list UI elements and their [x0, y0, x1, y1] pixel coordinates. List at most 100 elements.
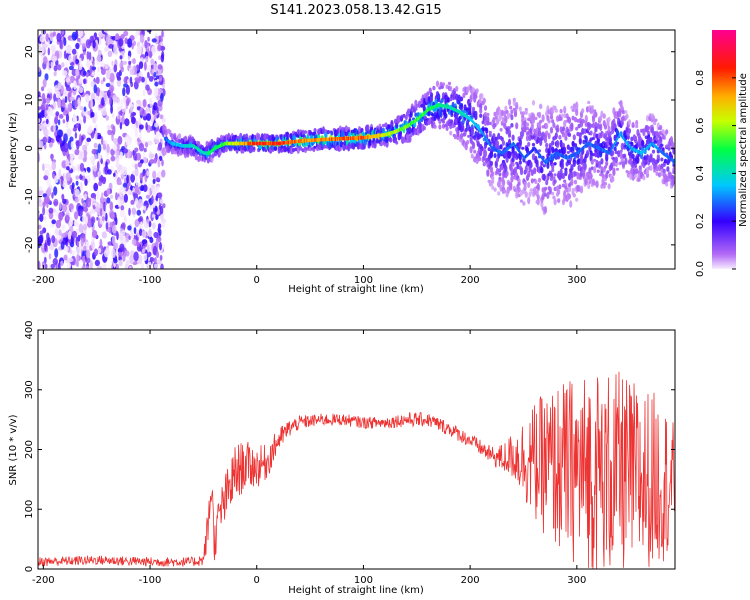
ridge-point [339, 136, 342, 141]
spectrum-cell [563, 113, 567, 119]
noise-cell [133, 251, 139, 262]
noise-cell [111, 225, 117, 234]
ridge-point [640, 151, 643, 155]
spectrum-cell [281, 148, 285, 153]
ridge-point [586, 142, 589, 146]
spectrum-cell [505, 170, 509, 177]
noise-cell [79, 181, 84, 191]
noise-cell [66, 44, 72, 54]
ridge-point [656, 146, 659, 151]
noise-cell [38, 96, 43, 106]
spectrum-cell [534, 179, 538, 184]
spectrum-cell [482, 97, 486, 104]
noise-cell [69, 96, 75, 102]
spectrum-cell [531, 142, 536, 147]
noise-cell [66, 128, 72, 137]
spectrum-cell [572, 134, 576, 141]
noise-cell [50, 263, 56, 269]
ridge-point [233, 141, 236, 146]
spectrum-cell [600, 158, 604, 165]
noise-cell [88, 197, 92, 203]
spectrum-cell [491, 179, 495, 184]
spectrum-cell [468, 103, 472, 111]
spectrum-cell [527, 117, 531, 122]
ridge-point [326, 137, 329, 142]
ridge-point [370, 134, 373, 139]
spectrum-cell [609, 162, 614, 170]
spectrum-cell [323, 144, 327, 149]
ridge-point [404, 125, 407, 129]
noise-cell [158, 204, 162, 211]
spectrum-cell [553, 198, 557, 206]
noise-cell [54, 248, 59, 259]
spectrum-cell [551, 109, 555, 114]
noise-cell [38, 112, 44, 118]
noise-cell [50, 153, 54, 162]
noise-cell [75, 180, 79, 186]
spectrum-cell [606, 121, 610, 127]
ridge-point [250, 141, 253, 146]
ridge-point [175, 142, 178, 147]
spectrum-cell [627, 128, 632, 134]
ridge-point [509, 144, 512, 148]
noise-cell [62, 236, 68, 245]
ridge-point [278, 141, 281, 146]
spectrum-cell [531, 153, 536, 161]
noise-cell [131, 163, 136, 168]
spectrum-cell [651, 157, 656, 163]
spectrum-cell [571, 115, 575, 121]
ridge-point [228, 141, 231, 146]
noise-cell [86, 51, 90, 60]
noise-cell [60, 85, 64, 94]
ridge-point [522, 155, 525, 159]
ridge-point [314, 138, 317, 142]
spectrum-cell [433, 111, 437, 119]
noise-cell [44, 195, 50, 204]
noise-cell [83, 78, 86, 84]
noise-cell [71, 250, 76, 256]
spectrum-cell [624, 110, 628, 114]
colorbar-tick-label: 0.4 [695, 165, 706, 181]
spectrum-cell [428, 117, 432, 125]
noise-cell [139, 172, 143, 181]
noise-cell [74, 132, 78, 139]
ridge-point [274, 141, 277, 146]
ridge-point [492, 147, 495, 151]
noise-cell [106, 197, 111, 204]
noise-cell [82, 70, 87, 76]
noise-cell [119, 210, 126, 218]
spectrum-cell [511, 162, 515, 167]
ridge-point [316, 138, 319, 142]
ridge-point [365, 135, 368, 140]
spectrum-cell [494, 161, 498, 169]
snr-series-line [38, 371, 675, 569]
ridge-point [411, 120, 414, 125]
noise-cell [136, 45, 142, 55]
noise-cell [151, 38, 157, 43]
spectrum-cell [498, 180, 502, 185]
noise-cell [66, 262, 72, 269]
ridge-point [360, 136, 363, 140]
spectrum-cell [485, 157, 489, 164]
spectrum-cell [516, 153, 520, 159]
noise-cell [62, 232, 68, 238]
spectrum-cell [549, 176, 554, 182]
spectrum-cell [536, 182, 540, 191]
noise-cell [101, 192, 104, 202]
ridge-point [589, 142, 592, 147]
noise-cell [79, 133, 82, 143]
ridge-point [649, 143, 652, 147]
spectrum-cell [506, 187, 510, 194]
ridge-point [666, 154, 669, 159]
spectrum-cell [551, 162, 555, 171]
ridge-point [263, 141, 266, 146]
ridge-point [177, 143, 180, 147]
ridge-point [664, 153, 667, 157]
spectrum-cell [629, 174, 633, 180]
spectrum-cell [600, 110, 604, 118]
ridge-point [673, 160, 675, 164]
spectrum-cell [389, 137, 393, 143]
spectrum-cell [385, 136, 389, 143]
noise-cell [105, 212, 108, 222]
spectrum-cell [577, 123, 581, 129]
